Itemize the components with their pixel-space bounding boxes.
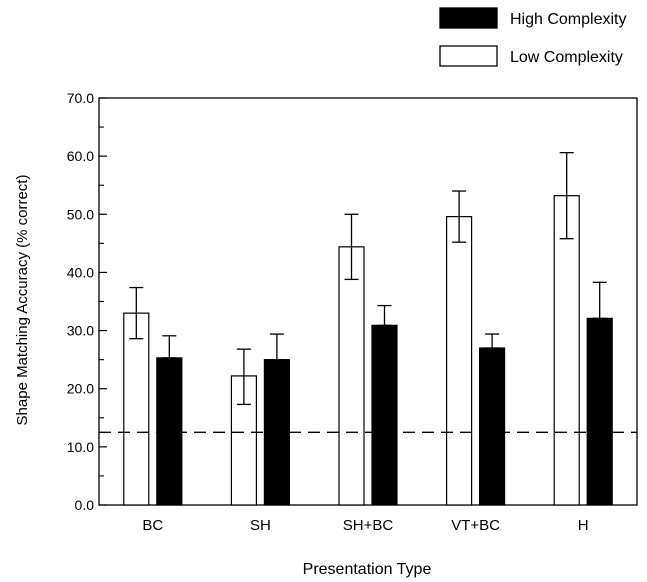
bar-high-complexity [479, 347, 506, 506]
plot-area: 0.0 10.0 20.0 30.0 40.0 50.0 60.0 70.0 BC SH SH+BC… [67, 90, 638, 534]
bar-high-complexity [586, 317, 613, 506]
y-axis-label: Shape Matching Accuracy (% correct) [14, 175, 31, 426]
bar-high-complexity [371, 324, 398, 506]
x-tick-label: H [578, 517, 589, 534]
legend-swatch [439, 45, 498, 67]
x-tick-label: BC [142, 517, 163, 534]
x-tick-label: SH+BC [343, 517, 394, 534]
bar-high-complexity [156, 357, 183, 506]
y-tick-label: 10.0 [67, 439, 94, 455]
legend-swatch [439, 7, 498, 29]
legend-label: High Complexity [510, 11, 626, 28]
y-tick-label: 20.0 [67, 381, 94, 397]
x-tick-label: VT+BC [451, 517, 500, 534]
bar-low-complexity [446, 216, 473, 506]
y-tick-label: 40.0 [67, 264, 94, 280]
legend: High Complexity Low Complexity [439, 7, 626, 67]
x-axis-label: Presentation Type [303, 561, 432, 578]
y-tick-label: 0.0 [75, 497, 95, 513]
y-tick-label: 30.0 [67, 323, 94, 339]
bar-low-complexity [553, 195, 580, 506]
bar-low-complexity [123, 312, 150, 506]
y-tick-label: 70.0 [67, 90, 94, 106]
y-tick-label: 60.0 [67, 148, 94, 164]
legend-label: Low Complexity [510, 49, 623, 66]
bar-low-complexity [338, 246, 365, 506]
x-tick-label: SH [250, 517, 271, 534]
y-tick-label: 50.0 [67, 206, 94, 222]
